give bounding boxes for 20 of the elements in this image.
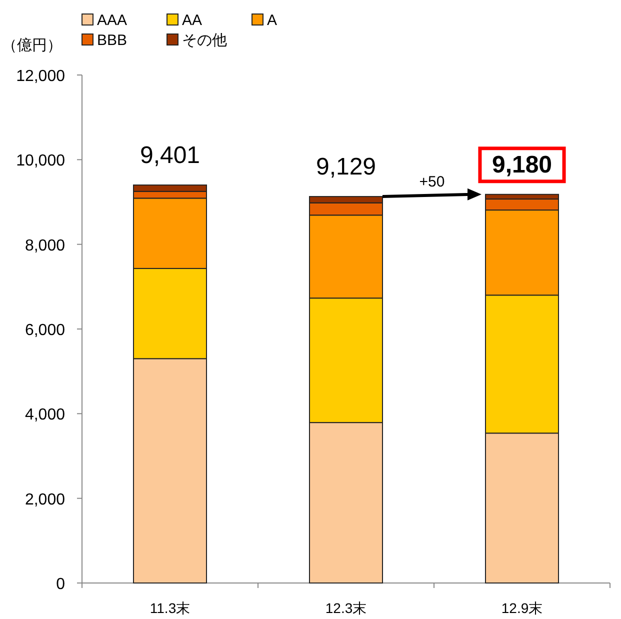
x-tick-label: 12.3末 bbox=[325, 600, 367, 616]
y-axis-title: （億円） bbox=[2, 37, 62, 54]
x-tick-label: 12.9末 bbox=[501, 600, 543, 616]
legend-label: AAA bbox=[97, 12, 128, 29]
total-label: 9,180 bbox=[492, 151, 552, 178]
y-tick-label: 4,000 bbox=[24, 406, 66, 424]
legend-label: その他 bbox=[182, 32, 227, 49]
legend-label: A bbox=[267, 12, 278, 29]
legend-label: AA bbox=[182, 12, 202, 29]
total-label: 9,129 bbox=[316, 154, 376, 181]
y-tick-label: 6,000 bbox=[24, 322, 66, 339]
x-tick-label: 11.3末 bbox=[150, 600, 190, 616]
annotation: +50 bbox=[419, 173, 445, 190]
total-label: 9,401 bbox=[140, 142, 200, 170]
legend-label: BBB bbox=[97, 32, 128, 49]
y-tick-label: 2,000 bbox=[24, 491, 66, 508]
y-tick-label: 12,000 bbox=[16, 68, 66, 85]
y-tick-label: 0 bbox=[56, 576, 66, 593]
y-tick-label: 10,000 bbox=[16, 152, 66, 170]
y-tick-label: 8,000 bbox=[24, 237, 66, 254]
